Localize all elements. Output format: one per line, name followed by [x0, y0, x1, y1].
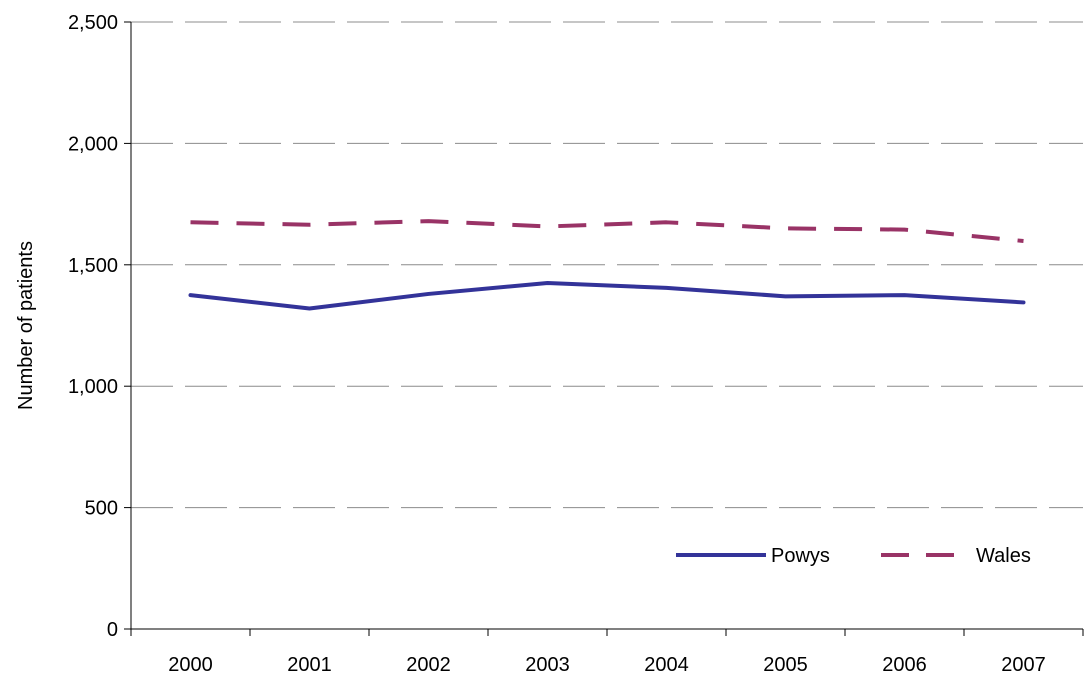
y-tick-label: 2,000 [68, 133, 118, 155]
y-tick-label: 1,500 [68, 255, 118, 277]
legend-label-powys: Powys [771, 545, 830, 567]
series-line-powys [188, 281, 1026, 311]
x-tick-label: 2001 [287, 654, 332, 676]
axes [130, 22, 1083, 630]
y-tick-label: 0 [107, 619, 118, 641]
y-axis-title: Number of patients [15, 241, 37, 410]
series-line-wales [190, 219, 1024, 243]
x-tick-label: 2004 [644, 654, 689, 676]
x-tick-label: 2002 [406, 654, 451, 676]
y-axis-ticks: 0 500 1,000 1,500 2,000 2,500 [68, 12, 131, 641]
x-axis-ticks: 2000 2001 2002 2003 2004 2005 2006 2007 [130, 629, 1084, 676]
legend-label-wales: Wales [976, 545, 1031, 567]
x-tick-label: 2007 [1001, 654, 1046, 676]
x-tick-label: 2006 [882, 654, 927, 676]
legend: Powys Wales [676, 545, 1031, 567]
y-tick-label: 1,000 [68, 376, 118, 398]
gridlines [131, 21, 1083, 509]
y-tick-label: 2,500 [68, 12, 118, 34]
series-lines [188, 219, 1026, 311]
y-tick-label: 500 [85, 498, 118, 520]
x-tick-label: 2003 [525, 654, 570, 676]
x-tick-label: 2000 [168, 654, 213, 676]
x-tick-label: 2005 [763, 654, 808, 676]
